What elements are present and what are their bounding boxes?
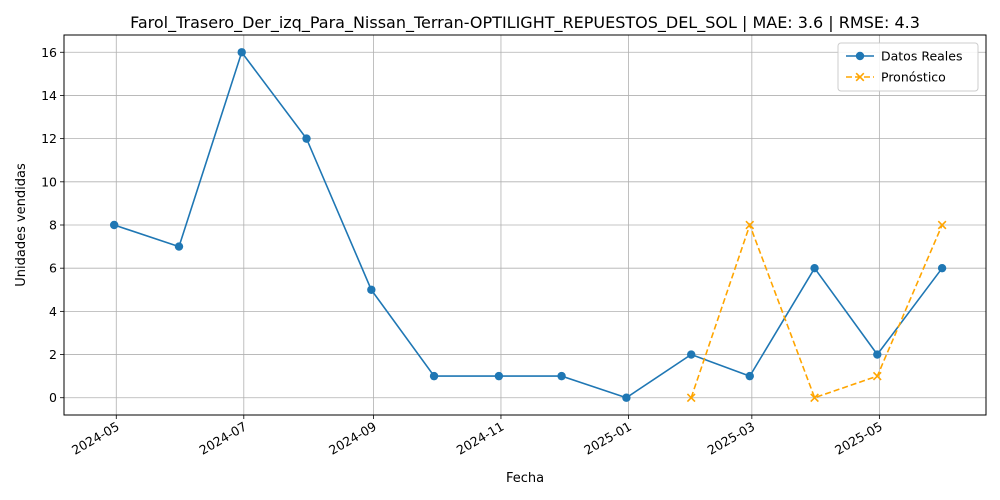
y-axis-label: Unidades vendidas [14,163,29,287]
data-point [557,371,566,381]
data-point [494,371,504,381]
data-point [873,350,882,359]
legend-box [837,42,979,92]
marker-stroke [745,220,755,230]
y-tick-label: 12 [41,131,57,146]
marker-stroke [686,393,696,403]
legend: Datos Reales Pronóstico [837,42,979,92]
marker-stroke [872,371,882,381]
data-point [622,393,631,402]
data-point [686,393,696,403]
y-tick-label: 8 [49,218,57,233]
chart-title: Farol_Trasero_Der_izq_Para_Nissan_Terran… [130,13,920,33]
data-point [174,242,184,251]
data-point [937,220,947,230]
legend-swatch [846,72,874,82]
y-tick-label: 10 [41,174,57,189]
y-tick-label: 4 [49,304,57,319]
series-pronostico [686,220,947,403]
data-point [872,371,882,381]
legend-swatch [846,51,874,61]
legend-marker [855,51,865,61]
series-line [113,50,943,399]
data-point [302,134,311,143]
data-point [429,371,439,381]
y-tick-label: 14 [41,88,57,103]
series-datos-reales [109,48,947,402]
data-point [810,393,819,403]
marker-stroke [810,393,819,403]
y-tick-label: 2 [49,347,57,362]
data-point [687,350,696,359]
data-point [810,263,819,273]
data-point [109,220,119,230]
legend-label: Pronóstico [881,70,946,85]
data-point [745,220,755,230]
series-layer [109,48,947,403]
y-tick-label: 6 [49,261,57,276]
y-tick-label: 16 [41,45,57,60]
legend-marker [855,72,865,82]
data-point [367,285,376,294]
y-tick-label: 0 [49,390,57,405]
marker-stroke [937,220,947,230]
series-line [690,222,943,399]
data-point [745,371,754,381]
legend-label: Datos Reales [881,49,962,64]
x-axis-label: Fecha [506,471,544,486]
data-point [937,263,947,273]
data-point [237,48,246,57]
